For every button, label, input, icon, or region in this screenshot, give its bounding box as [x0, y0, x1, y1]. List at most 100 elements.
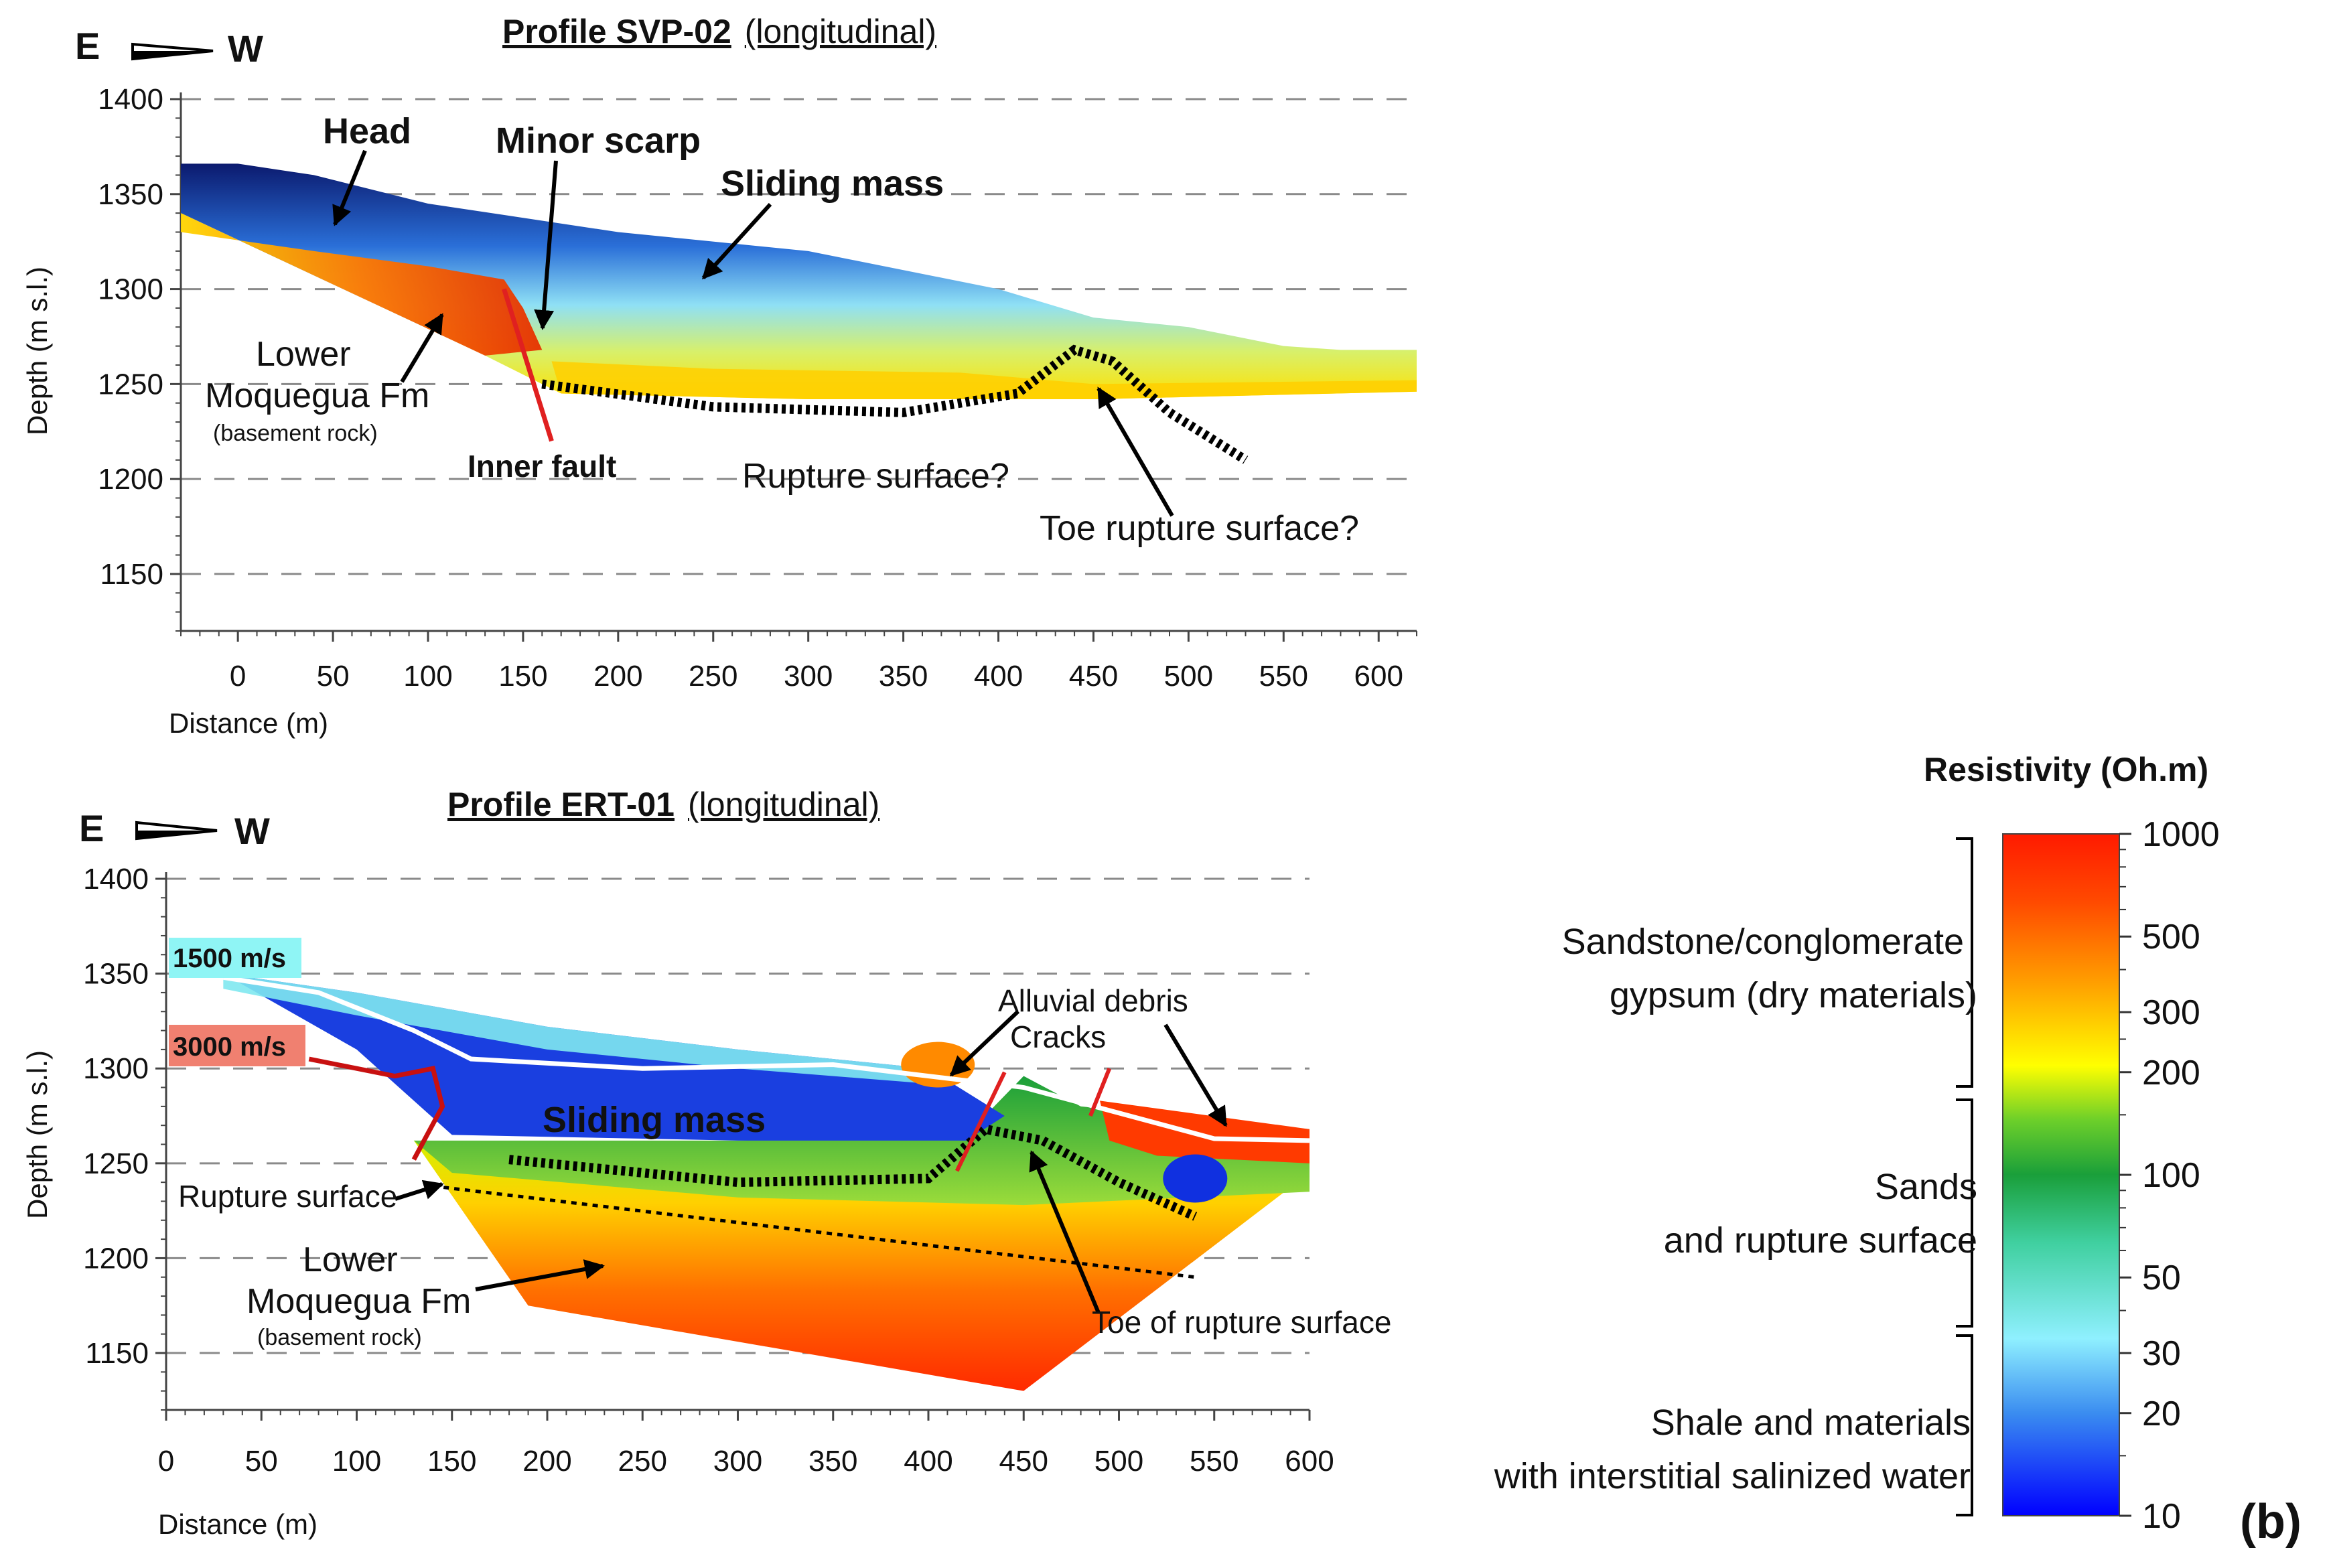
- ert-xtick-label: 250: [618, 1445, 667, 1478]
- velocity-1500-box: [169, 938, 301, 978]
- ert-xtick-label: 500: [1094, 1445, 1143, 1478]
- ert-xtick-label: 350: [808, 1445, 857, 1478]
- ert-surface-skin: [223, 973, 929, 1084]
- svp-ytick-label: 1250: [98, 368, 163, 401]
- direction-arrow-fill: [133, 51, 213, 59]
- svp-toe-rupture-label: Toe rupture surface?: [1040, 509, 1359, 548]
- direction-east-label: E: [75, 25, 100, 67]
- ert-sliding-mass-label: Sliding mass: [543, 1100, 766, 1140]
- ert-xtick-label: 100: [332, 1445, 381, 1478]
- ert-crack-line: [954, 1071, 1007, 1172]
- ert-crack-line: [1088, 1068, 1112, 1117]
- colorbar-tick-label: 30: [2142, 1334, 2181, 1373]
- svp-yellow-band: [551, 361, 1417, 400]
- svp-inner-fault-label: Inner fault: [468, 449, 616, 484]
- colorbar-tick-label: 20: [2142, 1395, 2181, 1433]
- colorbar-ticks: 1000 500 300 200 100 50 30 20 10: [2119, 815, 2220, 1536]
- colorbar-tick-label: 500: [2142, 918, 2200, 956]
- svp-xtick-label: 600: [1354, 660, 1403, 693]
- svp-basement-label: (basement rock): [213, 421, 378, 446]
- svp-ytick-label: 1350: [98, 178, 163, 211]
- bracket-shale: [1956, 1334, 1973, 1516]
- svp-moquegua-label: Moquegua Fm: [205, 376, 429, 415]
- svp-xtick-label: 400: [974, 660, 1023, 693]
- group-dry-line1: Sandstone/conglomerate: [1562, 922, 1964, 962]
- ert-cracks-label: Cracks: [1010, 1019, 1106, 1054]
- ert-xtick-label: 300: [713, 1445, 762, 1478]
- ert-ytick-label: 1300: [83, 1052, 149, 1085]
- ert-xtick-label: 550: [1190, 1445, 1239, 1478]
- ert-title: Profile ERT-01 (longitudinal): [447, 786, 879, 823]
- resistivity-colorbar: Resistivity (Oh.m) 1000 500 300 200 100 50 30 2…: [1494, 751, 2220, 1536]
- svp-head-label: Head: [323, 111, 411, 151]
- svp-inner-fault-line: [502, 288, 554, 442]
- svp-xtick-label: 250: [689, 660, 737, 693]
- ert-rupture-surface-label: Rupture surface: [178, 1179, 397, 1214]
- group-sands-line1: Sands: [1875, 1167, 1977, 1207]
- svp-rupture-surface-label: Rupture surface?: [742, 457, 1009, 496]
- svp-annotation-arrow: [332, 149, 367, 226]
- ert-moquegua-label: Moquegua Fm: [246, 1282, 471, 1321]
- svp-sliding-mass-label: Sliding mass: [721, 163, 944, 204]
- svp-panel: E W Profile SVP-02 (longitudinal) 1400 135…: [21, 13, 1417, 739]
- ert-debris-red: [1100, 1100, 1310, 1163]
- ert-xtick-label: 450: [999, 1445, 1048, 1478]
- ert-basement-label: (basement rock): [257, 1325, 422, 1350]
- ert-ytick-label: 1200: [83, 1242, 149, 1275]
- ert-xtick-label: 150: [427, 1445, 476, 1478]
- ert-axes: 1400 1350 1300 1250 1200 1150 0 50 100 150 200 250 3…: [83, 863, 1334, 1478]
- group-shale-line2: with interstitial salinized water: [1494, 1456, 1971, 1496]
- group-shale-line1: Shale and materials: [1651, 1403, 1971, 1443]
- svp-minor-scarp-label: Minor scarp: [496, 121, 701, 161]
- colorbar-tick-label: 100: [2142, 1156, 2200, 1195]
- ert-ylabel: Depth (m s.l.): [21, 1050, 53, 1219]
- ert-lower-label: Lower: [303, 1240, 398, 1279]
- colorbar-tick-label: 200: [2142, 1054, 2200, 1092]
- svp-ytick-label: 1200: [98, 463, 163, 496]
- svp-xtick-label: 450: [1069, 660, 1118, 693]
- svp-basement-wedge: [181, 213, 543, 356]
- colorbar-gradient: [2002, 833, 2120, 1516]
- svp-annotation-arrow: [1096, 386, 1174, 517]
- svp-xtick-label: 200: [593, 660, 642, 693]
- svp-ytick-label: 1400: [98, 83, 163, 116]
- ert-resistivity-section: [222, 973, 1310, 1391]
- ert-annotation-arrow: [949, 1009, 1020, 1077]
- direction-west-label: W: [228, 27, 263, 70]
- svp-ylabel: Depth (m s.l.): [21, 267, 53, 435]
- svp-annotation-arrow: [701, 202, 772, 280]
- ert-ytick-label: 1400: [83, 863, 149, 896]
- ert-basement-body: [413, 1140, 1310, 1391]
- ert-ytick-label: 1150: [85, 1337, 149, 1370]
- ert-xtick-label: 50: [245, 1445, 278, 1478]
- ert-ytick-label: 1250: [83, 1147, 149, 1180]
- svp-xtick-label: 100: [403, 660, 452, 693]
- ert-ytick-label: 1350: [83, 958, 149, 991]
- ert-xtick-label: 0: [158, 1445, 174, 1478]
- bracket-dry: [1956, 837, 1973, 1088]
- group-dry-line2: gypsum (dry materials): [1610, 975, 1977, 1015]
- ert-annotation-arrow: [395, 1180, 444, 1201]
- svp-annotation-arrow: [534, 160, 558, 330]
- ert-blue-pocket: [1163, 1154, 1228, 1203]
- ert-panel: E W Profile ERT-01 (longitudinal) 1400 135…: [21, 786, 1391, 1540]
- ert-direction-west-label: W: [234, 810, 270, 852]
- ert-xtick-label: 600: [1285, 1445, 1334, 1478]
- ert-direction-arrow-fill: [137, 831, 217, 839]
- ert-xlabel: Distance (m): [158, 1508, 317, 1540]
- ert-direction-east-label: E: [79, 807, 104, 849]
- svp-xtick-label: 0: [230, 660, 246, 693]
- velocity-3000-label: 3000 m/s: [173, 1032, 286, 1062]
- colorbar-title: Resistivity (Oh.m): [1924, 751, 2208, 788]
- svp-axes: 1400 1350 1300 1250 1200 1150 0 50 100 150 200 250 3…: [98, 83, 1417, 693]
- ert-alluvial-label: Alluvial debris: [998, 983, 1188, 1018]
- ert-annotation-arrow: [1029, 1150, 1101, 1314]
- group-sands-line2: and rupture surface: [1664, 1220, 1977, 1261]
- svp-xtick-label: 350: [879, 660, 928, 693]
- ert-3000-line: [308, 1056, 445, 1161]
- colorbar-tick-label: 300: [2142, 993, 2200, 1032]
- bracket-sands: [1956, 1098, 1973, 1328]
- velocity-3000-box: [169, 1025, 305, 1066]
